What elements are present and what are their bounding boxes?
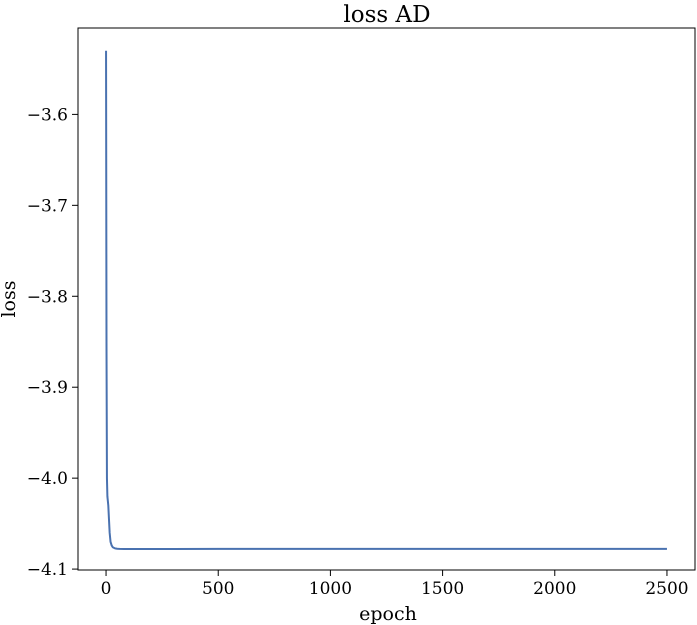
chart-title: loss AD	[343, 2, 430, 28]
y-tick-label: −3.7	[27, 196, 68, 216]
x-tick-label: 1000	[309, 579, 352, 599]
y-tick-label: −4.1	[27, 560, 68, 580]
chart-marks	[105, 50, 667, 550]
x-tick-label: 1500	[421, 579, 464, 599]
x-tick-label: 2500	[645, 579, 688, 599]
y-axis: −3.6 −3.7 −3.8 −3.9 −4.0 −4.1	[27, 105, 78, 580]
y-tick-label: −3.9	[27, 378, 68, 398]
x-tick-label: 500	[202, 579, 234, 599]
series-line-0	[105, 50, 667, 550]
x-tick-label: 2000	[533, 579, 576, 599]
plot-frame	[77, 27, 696, 571]
y-axis-label: loss	[0, 280, 20, 317]
y-tick-label: −3.8	[27, 287, 68, 307]
x-axis: 0 500 1000 1500 2000 2500	[101, 570, 689, 599]
y-tick-label: −3.6	[27, 105, 68, 125]
x-axis-label: epoch	[359, 603, 417, 625]
y-tick-label: −4.0	[27, 469, 68, 489]
x-tick-label: 0	[101, 579, 112, 599]
